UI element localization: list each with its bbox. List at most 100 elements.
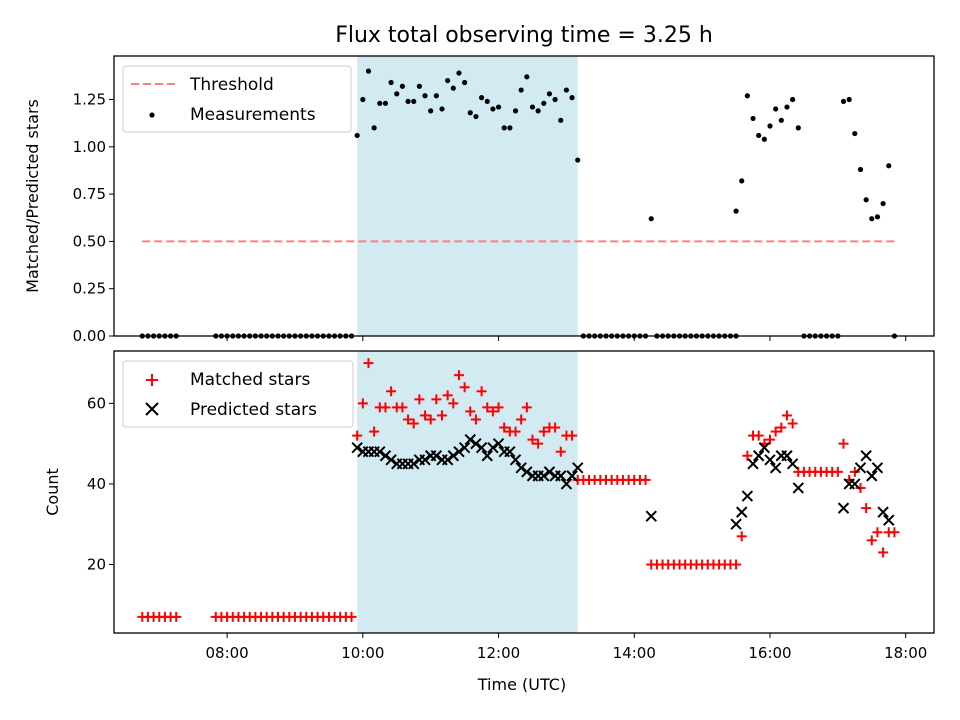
legend-measurements-swatch [149, 112, 155, 118]
measurement-point [863, 197, 869, 203]
measurement-point [411, 98, 417, 105]
measurement-point [541, 100, 547, 106]
matched-star-point [357, 398, 368, 409]
matched-star-point [352, 430, 363, 441]
measurement-point [422, 93, 428, 99]
matched-star-point [861, 503, 872, 514]
bottom-legend-box [122, 360, 354, 428]
measurement-point [360, 96, 366, 103]
measurement-point [405, 98, 411, 105]
top-y-ticks: 0.00 0.25 0.50 0.75 1.00 1.25 [73, 91, 114, 345]
matched-star-point [538, 426, 549, 437]
matched-star-point [431, 394, 442, 405]
measurement-point [648, 216, 654, 222]
top-y-tick-label: 0.75 [73, 185, 106, 203]
measurement-point [874, 214, 881, 220]
top-legend-box [122, 65, 352, 133]
predicted-star-point [860, 450, 872, 462]
legend-matched-label: Matched stars [190, 370, 310, 390]
matched-star-point [781, 410, 792, 421]
measurement-point [795, 125, 801, 131]
measurement-point [512, 108, 519, 114]
matched-star-point [425, 414, 436, 425]
top-y-tick-label: 1.25 [73, 91, 106, 109]
predicted-star-point [543, 466, 556, 478]
predicted-star-point [747, 458, 759, 470]
predicted-star-point [871, 462, 884, 474]
matched-star-point [516, 414, 527, 425]
matched-star-point [889, 527, 900, 538]
matched-star-point [499, 422, 510, 433]
measurement-point [750, 115, 756, 122]
measurement-point [857, 166, 864, 173]
legend-predicted-label: Predicted stars [190, 400, 317, 420]
measurement-point [524, 74, 530, 80]
matched-star-point [470, 414, 481, 425]
matched-star-point [866, 535, 877, 546]
measurement-point [575, 157, 581, 163]
matched-star-point [453, 370, 464, 381]
bottom-y-tick-label: 40 [87, 475, 106, 493]
measurement-point [428, 108, 434, 114]
predicted-star-point [566, 470, 578, 482]
measurement-point [439, 106, 445, 112]
predicted-star-point [447, 450, 460, 462]
measurement-point [784, 104, 790, 110]
chart-title: Flux total observing time = 3.25 h [335, 23, 713, 48]
matched-star-point [550, 422, 561, 433]
matched-star-point [731, 559, 742, 570]
predicted-star-point [854, 462, 867, 474]
predicted-star-point [419, 454, 431, 466]
matched-star-point [414, 394, 425, 405]
top-x-ticks [226, 336, 907, 341]
predicted-star-point [769, 462, 782, 474]
matched-star-point [527, 434, 538, 445]
legend-predicted-swatch [145, 402, 159, 416]
top-y-axis-label: Matched/Predicted stars [23, 99, 42, 293]
matched-star-point [838, 438, 849, 449]
matched-star-point [878, 547, 889, 558]
predicted-star-point [379, 450, 392, 462]
measurement-point [756, 132, 762, 139]
measurement-point [558, 117, 564, 123]
measurement-point [733, 208, 739, 214]
matched-star-point [487, 406, 498, 417]
measurement-point [778, 117, 784, 123]
matched-star-point [437, 410, 447, 421]
predicted-star-point [515, 462, 527, 474]
measurement-point [739, 178, 745, 184]
top-y-tick-label: 1.00 [73, 138, 106, 156]
top-panel: 0.00 0.25 0.50 0.75 1.00 1.25 Flux total obse… [23, 23, 935, 345]
observing-window-shade [357, 351, 578, 633]
measurement-point [456, 70, 462, 76]
predicted-star-point [877, 506, 889, 518]
measurement-point [518, 87, 524, 93]
bottom-y-axis-label: Count [43, 468, 62, 516]
predicted-star-point [764, 454, 776, 466]
matched-star-point [753, 430, 764, 441]
matched-star-point [855, 482, 866, 493]
measurement-point [433, 93, 439, 99]
predicted-star-point [572, 462, 584, 474]
measurement-point [473, 113, 479, 120]
matched-star-point [872, 527, 883, 538]
x-axis-label: Time (UTC) [477, 675, 566, 694]
measurement-point [467, 110, 473, 116]
measurement-point [563, 87, 570, 93]
matched-star-point [787, 418, 798, 429]
x-tick-label: 18:00 [884, 644, 927, 662]
measurement-point [399, 83, 406, 89]
measurement-point [484, 98, 490, 105]
measurement-point [478, 95, 485, 101]
predicted-star-point [781, 450, 793, 462]
measurement-point [450, 85, 456, 91]
observing-window-shade [357, 56, 578, 336]
matched-star-point [363, 358, 374, 369]
predicted-star-point [385, 454, 397, 466]
matched-star-point [459, 382, 470, 393]
measurement-point [552, 96, 558, 103]
measurement-point [377, 100, 383, 106]
measurement-point [371, 125, 377, 131]
predicted-star-point [866, 470, 878, 482]
measurement-point [569, 95, 575, 101]
